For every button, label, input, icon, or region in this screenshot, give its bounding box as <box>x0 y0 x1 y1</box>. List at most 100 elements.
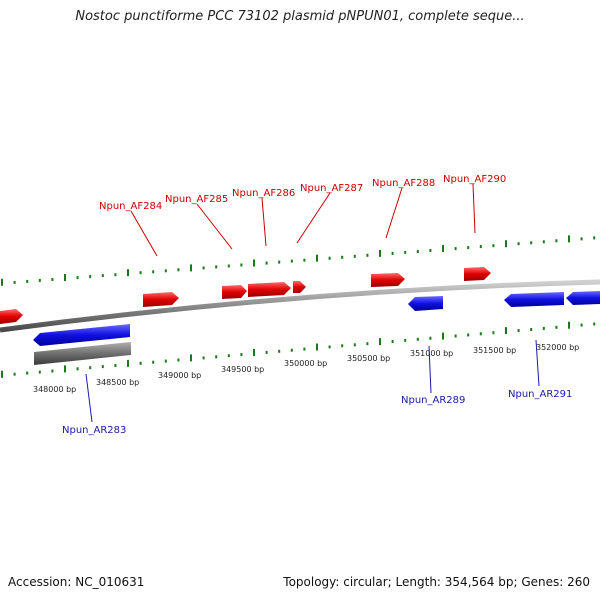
minor-tick <box>101 274 104 278</box>
gene-arrow-npun-af284[interactable] <box>143 292 179 307</box>
minor-tick <box>139 271 142 275</box>
gene-label-npun-ar289[interactable]: Npun_AR289 <box>401 395 465 406</box>
minor-tick <box>215 355 218 359</box>
minor-tick <box>580 323 583 327</box>
gene-label-npun-af284[interactable]: Npun_AF284 <box>99 201 162 212</box>
minor-tick <box>416 250 419 253</box>
minor-tick <box>265 261 268 265</box>
minor-tick <box>114 364 117 367</box>
gene-arrow-npun-af285[interactable] <box>222 285 247 299</box>
major-tick <box>253 259 255 267</box>
major-tick <box>64 274 66 281</box>
scale-label-349000: 349000 bp <box>158 371 201 380</box>
minor-tick <box>240 353 243 357</box>
scale-label-348000: 348000 bp <box>33 385 76 394</box>
gray-feature-block[interactable] <box>34 342 131 365</box>
minor-tick <box>202 356 205 360</box>
minor-tick <box>38 370 41 374</box>
minor-tick <box>454 334 457 338</box>
minor-tick <box>51 369 54 373</box>
forward-leader-lines <box>130 183 476 257</box>
minor-tick <box>26 371 29 375</box>
minor-tick <box>429 249 432 252</box>
gene-arrow-npun-ar289[interactable] <box>408 296 443 311</box>
gene-label-npun-af290[interactable]: Npun_AF290 <box>443 174 506 185</box>
gene-arrow-npun-ar291[interactable] <box>566 291 600 305</box>
major-tick <box>1 370 3 378</box>
minor-tick <box>479 332 482 336</box>
gene-arrow-npun-af287[interactable] <box>293 281 306 293</box>
minor-tick <box>13 280 16 284</box>
minor-tick <box>492 244 495 248</box>
minor-tick <box>542 326 545 330</box>
major-tick <box>127 269 129 277</box>
minor-tick <box>580 237 583 241</box>
minor-tick <box>404 250 407 254</box>
gene-label-npun-af287[interactable]: Npun_AF287 <box>300 183 363 194</box>
major-tick <box>568 321 570 329</box>
gene-arrow-npun-af286[interactable] <box>248 282 291 297</box>
minor-tick <box>341 344 344 348</box>
minor-tick <box>530 241 533 245</box>
accession-text: Accession: NC_010631 <box>8 575 145 589</box>
minor-tick <box>454 247 457 251</box>
minor-tick <box>152 360 155 364</box>
minor-tick <box>290 348 293 352</box>
minor-tick <box>353 343 356 347</box>
minor-tick <box>89 275 92 279</box>
major-tick <box>127 359 129 367</box>
gene-label-npun-af285[interactable]: Npun_AF285 <box>165 194 228 205</box>
minor-tick <box>240 263 243 267</box>
minor-tick <box>328 256 331 260</box>
gene-arrow-npun-af290[interactable] <box>464 267 491 281</box>
minor-tick <box>479 245 482 249</box>
gene-arrow-npun-ar290[interactable] <box>504 292 564 307</box>
major-tick <box>442 332 444 340</box>
scale-label-350000: 350000 bp <box>284 359 327 368</box>
minor-tick <box>353 254 356 258</box>
major-tick <box>253 349 255 356</box>
gene-arrow-fwd-edge[interactable] <box>0 309 23 324</box>
minor-tick <box>265 350 268 354</box>
minor-tick <box>278 349 281 353</box>
reverse-leader-lines <box>85 339 540 423</box>
gene-label-npun-ar283[interactable]: Npun_AR283 <box>62 425 126 436</box>
gene-label-npun-af288[interactable]: Npun_AF288 <box>372 178 435 189</box>
scale-label-348500: 348500 bp <box>96 378 139 387</box>
minor-tick <box>139 361 142 365</box>
minor-tick <box>593 322 596 326</box>
minor-tick <box>177 358 180 362</box>
minor-tick <box>177 268 180 272</box>
gene-arrow-npun-af288[interactable] <box>371 273 405 287</box>
major-tick <box>442 245 444 252</box>
major-tick <box>505 240 507 248</box>
minor-tick <box>366 253 369 257</box>
gene-label-npun-af286[interactable]: Npun_AF286 <box>232 188 295 199</box>
outer-tick-row <box>1 235 596 286</box>
minor-tick <box>341 255 344 259</box>
major-tick <box>568 235 570 243</box>
minor-tick <box>467 246 470 250</box>
minor-tick <box>555 239 558 243</box>
minor-tick <box>517 242 520 246</box>
minor-tick <box>26 279 29 283</box>
minor-tick <box>38 278 41 282</box>
minor-tick <box>303 347 306 351</box>
minor-tick <box>467 333 470 337</box>
scale-label-349500: 349500 bp <box>221 365 264 374</box>
minor-tick <box>76 367 79 371</box>
major-tick <box>505 327 507 335</box>
gene-label-npun-ar291[interactable]: Npun_AR291 <box>508 389 572 400</box>
major-tick <box>1 278 3 286</box>
gene-arrow-npun-ar283[interactable] <box>33 324 130 346</box>
map-title: Nostoc punctiforme PCC 73102 plasmid pNP… <box>75 9 525 24</box>
minor-tick <box>164 269 167 273</box>
major-tick <box>316 343 318 351</box>
minor-tick <box>542 240 545 244</box>
minor-tick <box>278 260 281 264</box>
minor-tick <box>404 338 407 342</box>
minor-tick <box>328 345 331 349</box>
minor-tick <box>517 329 520 333</box>
minor-tick <box>114 273 117 277</box>
